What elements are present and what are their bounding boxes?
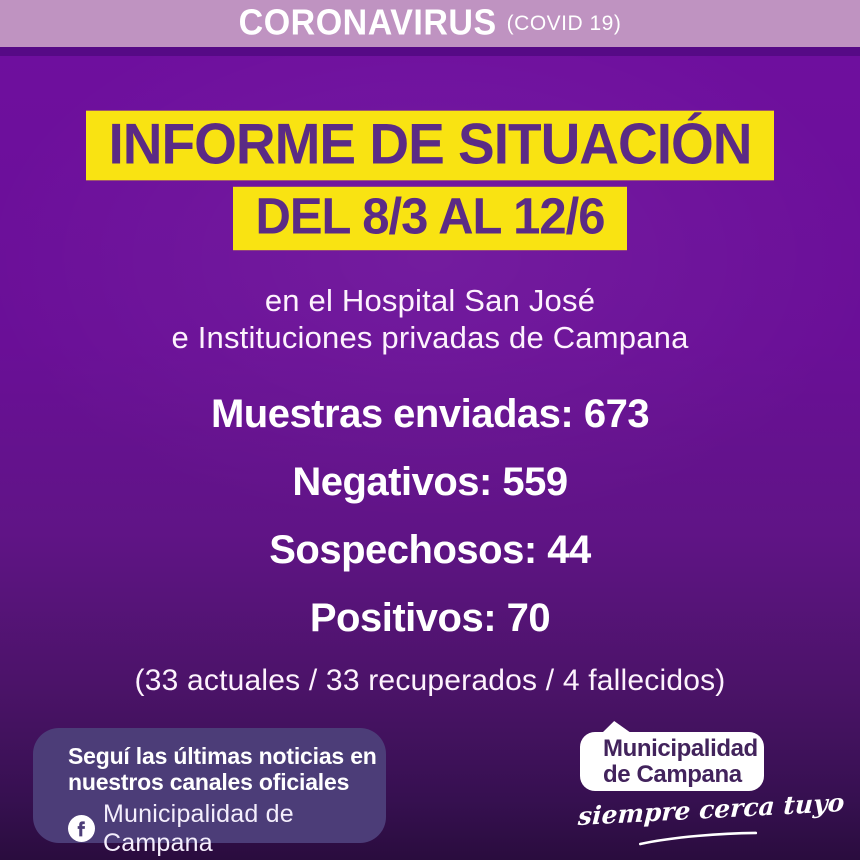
facebook-row: Municipalidad de Campana [68, 800, 386, 858]
stat-sospechosos: Sospechosos: 44 [269, 527, 591, 572]
facebook-handle: Municipalidad de Campana [103, 799, 294, 857]
report-title-line2: DEL 8/3 AL 12/6 [233, 187, 627, 251]
official-channels-box: Seguí las últimas noticias en nuestros c… [33, 728, 386, 857]
municipality-logo: Municipalidad de Campana [580, 721, 764, 791]
slogan-text: siempre cerca tuyo [577, 787, 846, 832]
report-title: INFORME DE SITUACIÓN DEL 8/3 AL 12/6 [0, 110, 860, 251]
follow-text: Seguí las últimas noticias en nuestros c… [68, 743, 386, 795]
positives-breakdown: (33 actuales / 33 recuperados / 4 fallec… [134, 663, 726, 697]
follow-line1: Seguí las últimas noticias en [68, 743, 377, 769]
banner-divider [0, 47, 860, 56]
report-title-line1: INFORME DE SITUACIÓN [86, 110, 774, 181]
logo-line1: Municipalidad [603, 735, 758, 763]
location-line2: e Instituciones privadas de Campana [171, 319, 689, 355]
coronavirus-banner: CORONAVIRUS (COVID 19) [0, 0, 860, 47]
facebook-icon [68, 815, 95, 843]
slogan-underline [638, 831, 758, 846]
logo-bubble: Municipalidad de Campana [580, 721, 764, 791]
stat-positivos: Positivos: 70 [309, 595, 551, 640]
stat-muestras: Muestras enviadas: 673 [210, 391, 650, 436]
report-body: INFORME DE SITUACIÓN DEL 8/3 AL 12/6 en … [0, 110, 860, 698]
location-line1: en el Hospital San José [264, 283, 596, 319]
follow-line2: nuestros canales oficiales [68, 768, 350, 795]
banner-title: CORONAVIRUS [238, 3, 497, 43]
stat-negativos: Negativos: 559 [292, 459, 568, 504]
banner-subtitle: (COVID 19) [506, 11, 622, 35]
logo-line2: de Campana [603, 760, 742, 788]
report-location: en el Hospital San José e Instituciones … [0, 283, 860, 356]
stats-list: Muestras enviadas: 673 Negativos: 559 So… [0, 394, 860, 638]
logo-bubble-notch [602, 721, 631, 733]
